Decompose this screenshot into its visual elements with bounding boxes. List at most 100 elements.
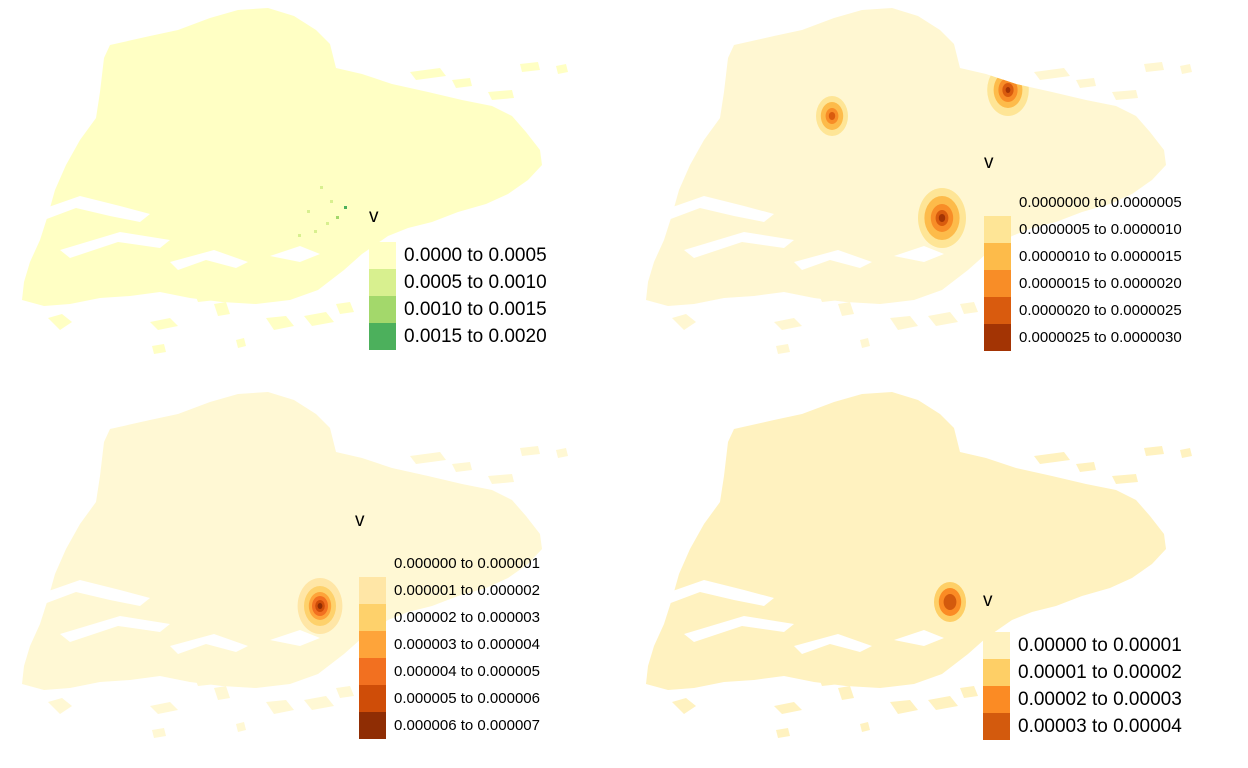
legend-entry: 0.0000015 to 0.0000020 [984, 270, 1182, 297]
map-3 [22, 392, 568, 738]
islet [266, 700, 294, 714]
legend-label: 0.0000000 to 0.0000005 [1019, 194, 1182, 211]
islet [410, 452, 446, 464]
islet [336, 686, 354, 698]
legend-entry: 0.000002 to 0.000003 [359, 604, 540, 631]
islet [1180, 64, 1192, 74]
legend-swatch [984, 297, 1011, 324]
legend-entry: 0.000006 to 0.000007 [359, 712, 540, 739]
density-hotspot [1005, 87, 1011, 93]
legend-swatch [984, 324, 1011, 351]
legend-entry: 0.0010 to 0.0015 [369, 296, 547, 323]
islet [452, 462, 472, 472]
islet [410, 68, 446, 80]
water-channel [664, 196, 774, 222]
legend-entry: 0.0000000 to 0.0000005 [984, 189, 1182, 216]
water-channel [894, 246, 944, 262]
density-cell [326, 222, 329, 225]
islet [774, 318, 802, 330]
map-2 [646, 8, 1192, 354]
islet [48, 698, 72, 714]
legend-swatch [359, 658, 386, 685]
islet [1112, 474, 1138, 484]
water-channel [894, 630, 944, 646]
legend-label: 0.0005 to 0.0010 [404, 271, 547, 293]
island-mainland [646, 8, 1166, 306]
legend-label: 0.0000025 to 0.0000030 [1019, 329, 1182, 346]
islet [452, 78, 472, 88]
legend-swatch [983, 632, 1010, 659]
density-cell [314, 230, 317, 233]
legend-label: 0.000000 to 0.000001 [394, 555, 540, 572]
legend-entry: 0.0000025 to 0.0000030 [984, 324, 1182, 351]
islet [488, 90, 514, 100]
islet [1034, 452, 1070, 464]
legend-swatch [359, 577, 386, 604]
density-hotspot [938, 214, 946, 222]
water-channel [60, 616, 170, 642]
legend-swatch [359, 685, 386, 712]
islet [152, 728, 166, 738]
islet [1112, 90, 1138, 100]
legend-label: 0.000002 to 0.000003 [394, 609, 540, 626]
legend-entry: 0.0000010 to 0.0000015 [984, 243, 1182, 270]
legend-label: 0.0000010 to 0.0000015 [1019, 248, 1182, 265]
islet [266, 316, 294, 330]
islet [214, 302, 230, 316]
density-cell [320, 186, 323, 189]
islet [818, 290, 840, 302]
islet [556, 64, 568, 74]
islet [776, 728, 790, 738]
legend-entry: 0.00003 to 0.00004 [983, 713, 1182, 740]
islet [214, 686, 230, 700]
legend-entry: 0.0000005 to 0.0000010 [984, 216, 1182, 243]
islet [304, 312, 334, 326]
map-panel-3: v 0.000000 to 0.000001 0.000001 to 0.0000… [0, 384, 624, 768]
islet [150, 318, 178, 330]
legend-entry: 0.0015 to 0.0020 [369, 323, 547, 350]
legend-swatch [359, 604, 386, 631]
legend-entry: 0.000003 to 0.000004 [359, 631, 540, 658]
density-hotspot [828, 112, 836, 120]
legend-swatch [984, 189, 1011, 216]
islet [1144, 62, 1164, 72]
islet [152, 344, 166, 354]
legend-swatch [984, 216, 1011, 243]
legend-entry: 0.0000 to 0.0005 [369, 242, 547, 269]
islet [1076, 78, 1096, 88]
density-cell [344, 206, 347, 209]
map-panel-1: v 0.0000 to 0.0005 0.0005 to 0.0010 0.0010… [0, 0, 624, 384]
legend-label: 0.0015 to 0.0020 [404, 325, 547, 347]
islet [928, 312, 958, 326]
map-panel-4: v 0.00000 to 0.00001 0.00001 to 0.00002 0.… [624, 384, 1248, 768]
legend-entry: 0.000004 to 0.000005 [359, 658, 540, 685]
islet [520, 62, 540, 72]
islet [860, 722, 870, 732]
islet [1180, 448, 1192, 458]
legend-swatch [369, 323, 396, 350]
water-channel [794, 250, 872, 270]
legend-swatch [359, 550, 386, 577]
water-channel [170, 250, 248, 270]
legend-label: 0.0000020 to 0.0000025 [1019, 302, 1182, 319]
legend-title: v [369, 206, 379, 227]
legend-swatch [983, 686, 1010, 713]
islet [818, 674, 840, 686]
water-channel [684, 616, 794, 642]
islet [150, 702, 178, 714]
water-channel [664, 580, 774, 606]
islet [774, 702, 802, 714]
map-panel-2: v 0.0000000 to 0.0000005 0.0000005 to 0.0… [624, 0, 1248, 384]
islet [890, 700, 918, 714]
legend-swatch [984, 243, 1011, 270]
islet [1076, 462, 1096, 472]
legend-label: 0.00000 to 0.00001 [1018, 634, 1182, 656]
islet [336, 302, 354, 314]
legend-label: 0.0000015 to 0.0000020 [1019, 275, 1182, 292]
legend-title: v [355, 510, 365, 531]
density-hotspot [317, 603, 323, 609]
islet [236, 722, 246, 732]
islet [838, 686, 854, 700]
legend-swatch [359, 712, 386, 739]
legend-label: 0.0010 to 0.0015 [404, 298, 547, 320]
